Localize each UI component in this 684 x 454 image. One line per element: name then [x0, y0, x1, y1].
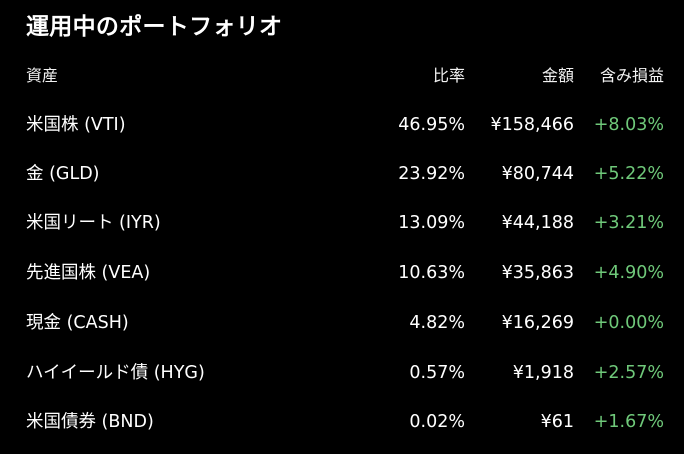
asset-ratio: 4.82% — [409, 313, 465, 333]
asset-unrealized-pnl: +0.00% — [593, 313, 664, 333]
asset-unrealized-pnl: +2.57% — [593, 363, 664, 383]
asset-ratio: 46.95% — [398, 115, 465, 135]
page-title: 運用中のポートフォリオ — [26, 14, 283, 40]
asset-value: ¥1,918 — [512, 363, 574, 383]
asset-name: 米国株 (VTI) — [26, 115, 126, 135]
table-row[interactable]: 米国債券 (BND) 0.02% ¥61 +1.67% — [0, 406, 684, 438]
table-row[interactable]: 現金 (CASH) 4.82% ¥16,269 +0.00% — [0, 307, 684, 339]
column-header-ratio: 比率 — [432, 66, 465, 85]
asset-name: 金 (GLD) — [26, 164, 100, 184]
asset-name: 先進国株 (VEA) — [26, 263, 151, 283]
table-row[interactable]: 米国リート (IYR) 13.09% ¥44,188 +3.21% — [0, 207, 684, 239]
asset-ratio: 0.02% — [409, 412, 465, 432]
asset-unrealized-pnl: +4.90% — [593, 263, 664, 283]
table-header: 資産 比率 金額 含み損益 — [0, 60, 684, 92]
asset-name: ハイイールド債 (HYG) — [26, 363, 205, 383]
asset-name: 米国リート (IYR) — [26, 213, 161, 233]
asset-value: ¥16,269 — [501, 313, 574, 333]
table-row[interactable]: 先進国株 (VEA) 10.63% ¥35,863 +4.90% — [0, 257, 684, 289]
asset-unrealized-pnl: +1.67% — [593, 412, 664, 432]
asset-value: ¥44,188 — [501, 213, 574, 233]
column-header-unrealized-pnl: 含み損益 — [599, 66, 664, 85]
asset-value: ¥61 — [540, 412, 574, 432]
asset-unrealized-pnl: +5.22% — [593, 164, 664, 184]
asset-ratio: 23.92% — [398, 164, 465, 184]
asset-name: 現金 (CASH) — [26, 313, 129, 333]
table-row[interactable]: 米国株 (VTI) 46.95% ¥158,466 +8.03% — [0, 109, 684, 141]
asset-name: 米国債券 (BND) — [26, 412, 154, 432]
asset-value: ¥80,744 — [501, 164, 574, 184]
asset-unrealized-pnl: +3.21% — [593, 213, 664, 233]
column-header-value: 金額 — [541, 66, 574, 85]
asset-unrealized-pnl: +8.03% — [593, 115, 664, 135]
column-header-asset: 資産 — [26, 66, 59, 85]
asset-ratio: 13.09% — [398, 213, 465, 233]
asset-value: ¥158,466 — [490, 115, 574, 135]
table-row[interactable]: ハイイールド債 (HYG) 0.57% ¥1,918 +2.57% — [0, 357, 684, 389]
asset-ratio: 0.57% — [409, 363, 465, 383]
table-row[interactable]: 金 (GLD) 23.92% ¥80,744 +5.22% — [0, 158, 684, 190]
asset-value: ¥35,863 — [501, 263, 574, 283]
asset-ratio: 10.63% — [398, 263, 465, 283]
